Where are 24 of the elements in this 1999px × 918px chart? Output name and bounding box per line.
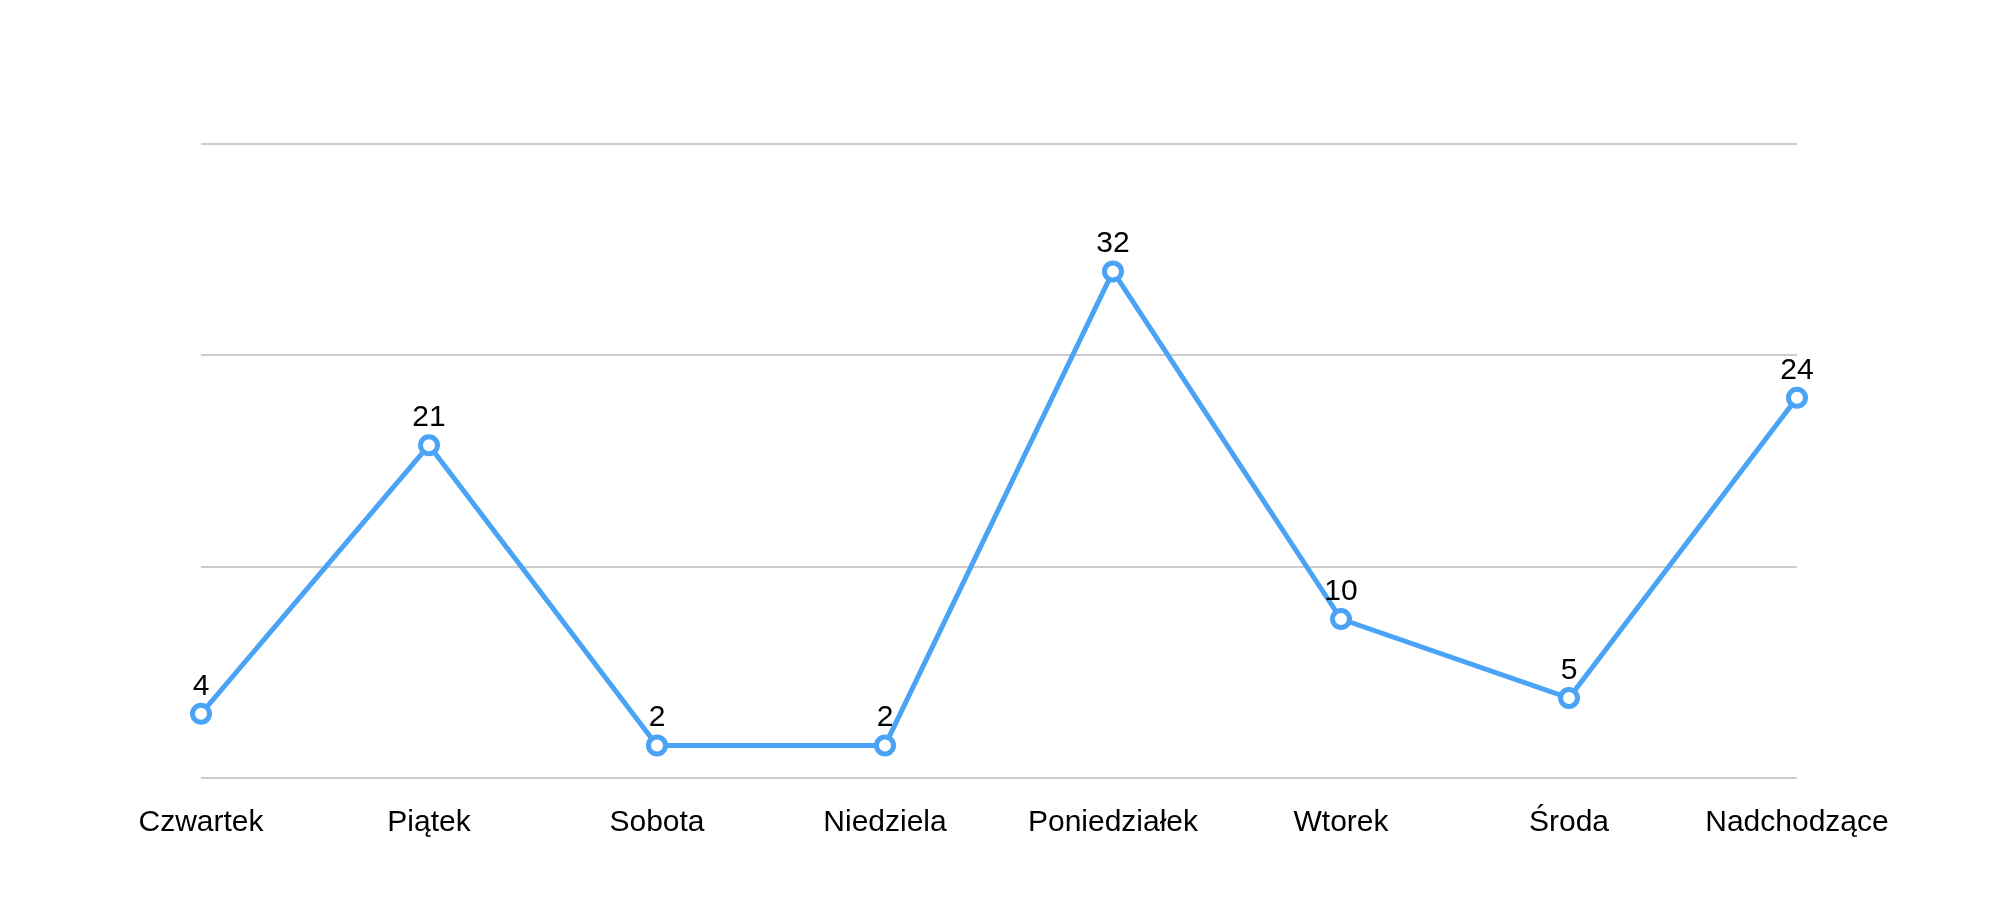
x-tick-label: Środa bbox=[1528, 804, 1610, 837]
x-tick-label: Nadchodzące bbox=[1705, 804, 1889, 837]
data-label: 2 bbox=[648, 699, 666, 733]
point bbox=[1102, 260, 1124, 283]
x-tick-label: Sobota bbox=[609, 804, 705, 837]
data-label: 32 bbox=[1096, 225, 1130, 259]
point bbox=[418, 434, 440, 457]
x-tick-label: Poniedziałek bbox=[1027, 804, 1200, 837]
data-label: 24 bbox=[1780, 351, 1814, 385]
point bbox=[874, 734, 896, 757]
x-tick-label: Niedziela bbox=[823, 804, 948, 837]
x-tick-label: Czwartek bbox=[138, 804, 265, 837]
point bbox=[1558, 687, 1580, 709]
point bbox=[1330, 608, 1352, 630]
point bbox=[190, 702, 212, 725]
x-tick-label: Wtorek bbox=[1293, 804, 1390, 837]
point bbox=[646, 734, 668, 757]
data-label: 2 bbox=[876, 699, 894, 733]
data-label: 4 bbox=[192, 667, 210, 701]
x-tick-label: Piątek bbox=[387, 804, 472, 837]
point bbox=[1786, 386, 1808, 409]
data-label: 21 bbox=[412, 399, 446, 433]
data-label: 5 bbox=[1560, 651, 1578, 685]
data-label: 10 bbox=[1324, 572, 1358, 606]
